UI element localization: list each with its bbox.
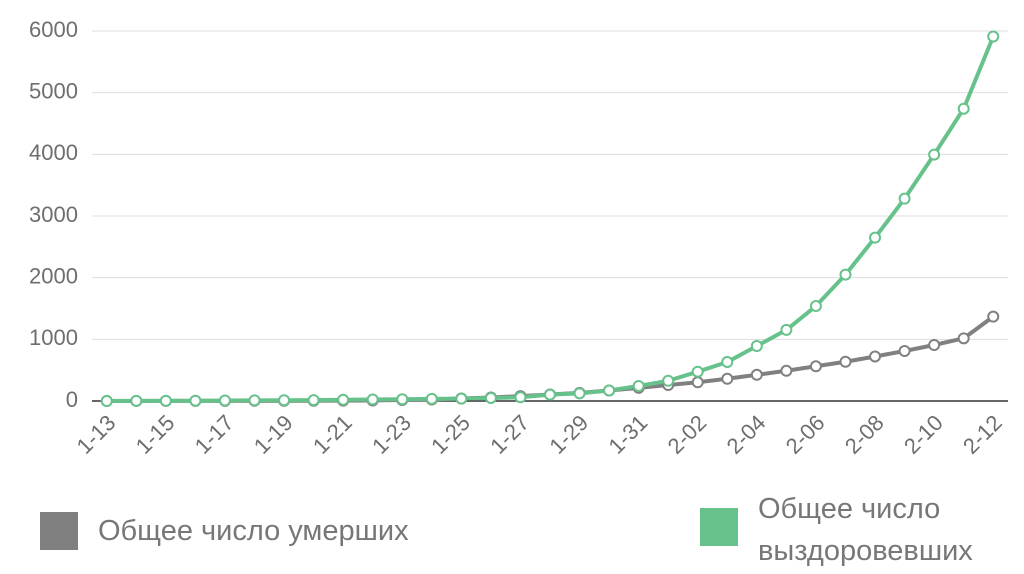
- data-point: [278, 394, 291, 407]
- data-point: [130, 394, 143, 407]
- data-point: [307, 394, 320, 407]
- data-point: [337, 393, 350, 406]
- data-point: [780, 323, 793, 336]
- data-point: [721, 372, 734, 385]
- data-point: [514, 391, 527, 404]
- y-tick-label: 2000: [29, 263, 78, 288]
- x-tick-label: 1-25: [426, 410, 475, 459]
- data-point: [573, 387, 586, 400]
- data-point: [189, 394, 202, 407]
- data-point: [869, 231, 882, 244]
- data-point: [455, 392, 468, 405]
- x-tick-label: 1-19: [249, 410, 298, 459]
- data-point: [721, 356, 734, 369]
- y-tick-label: 4000: [29, 140, 78, 165]
- data-point: [809, 300, 822, 313]
- data-point: [780, 364, 793, 377]
- plot: 0 1000 2000 3000 4000 5000 6000 1-13 1-15 1-17 1-1…: [29, 17, 1008, 459]
- x-tick-label: 1-21: [308, 410, 357, 459]
- legend-swatch: [700, 508, 738, 546]
- series-line: [106, 35, 996, 403]
- data-point: [425, 392, 438, 405]
- data-point: [839, 268, 852, 281]
- y-tick-label: 3000: [29, 202, 78, 227]
- data-point: [662, 374, 675, 387]
- x-tick-label: 1-29: [544, 410, 593, 459]
- data-point: [809, 360, 822, 373]
- x-tick-label: 1-27: [485, 410, 534, 459]
- x-tick-label: 2-10: [899, 410, 948, 459]
- x-tick-label: 2-02: [663, 410, 712, 459]
- data-point: [248, 394, 261, 407]
- data-point: [750, 368, 763, 381]
- data-point: [987, 310, 1000, 323]
- data-point: [632, 380, 645, 393]
- x-tick-label: 1-17: [190, 410, 239, 459]
- x-tick-label: 1-13: [72, 410, 121, 459]
- x-tick-label: 1-23: [367, 410, 416, 459]
- y-tick-label: 0: [66, 387, 78, 412]
- x-tick-label: 2-12: [958, 410, 1007, 459]
- data-point: [957, 332, 970, 345]
- y-tick-label: 1000: [29, 325, 78, 350]
- y-tick-label: 5000: [29, 78, 78, 103]
- data-point: [898, 344, 911, 357]
- x-tick-label: 1-31: [603, 410, 652, 459]
- data-point: [691, 376, 704, 389]
- data-point: [366, 393, 379, 406]
- data-point: [396, 393, 409, 406]
- data-point: [691, 365, 704, 378]
- data-point: [484, 391, 497, 404]
- data-point: [544, 388, 556, 401]
- y-tick-label: 6000: [29, 17, 78, 42]
- data-point: [750, 339, 763, 352]
- data-point: [159, 394, 172, 407]
- data-point: [898, 192, 911, 205]
- data-point: [839, 355, 852, 368]
- data-point: [218, 394, 231, 407]
- data-point: [957, 102, 970, 115]
- data-point: [928, 148, 941, 161]
- x-tick-label: 2-04: [722, 410, 771, 459]
- legend-label: Общее число умерших: [98, 515, 409, 547]
- legend-label: Общее число выздоровевших: [758, 493, 973, 567]
- x-tick-label: 2-06: [781, 410, 830, 459]
- x-tick-label: 1-15: [131, 410, 180, 459]
- data-point: [869, 350, 882, 363]
- series-line: [106, 315, 995, 403]
- legend-item: Общее число выздоровевших: [700, 488, 1024, 572]
- data-point: [100, 395, 113, 407]
- legend-item: Общее число умерших: [40, 510, 409, 552]
- data-point: [603, 384, 616, 397]
- legend-swatch: [40, 512, 78, 550]
- data-point: [928, 339, 941, 352]
- x-tick-label: 2-08: [840, 410, 889, 459]
- data-point: [987, 30, 1000, 43]
